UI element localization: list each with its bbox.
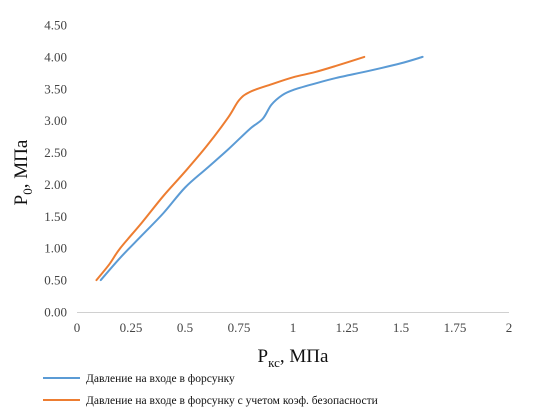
y-tick-labels: 0.00 0.50 1.00 1.50 2.00 2.50 3.00 3.50 4.00 4.50 xyxy=(44,18,67,320)
x-tick-label: 0.75 xyxy=(228,320,251,335)
y-tick-label: 4.00 xyxy=(44,49,67,64)
x-tick-label: 0.25 xyxy=(120,320,143,335)
y-tick-label: 1.00 xyxy=(44,241,67,256)
y-tick-label: 3.00 xyxy=(44,113,67,128)
series-line-1 xyxy=(99,55,424,282)
legend-label-series-2: Давление на входе в форсунку с учетом ко… xyxy=(86,395,378,407)
x-tick-label: 1.5 xyxy=(393,320,409,335)
x-axis-label: Pкс, МПа xyxy=(258,346,329,370)
x-tick-label: 0 xyxy=(74,320,81,335)
x-tick-label: 1 xyxy=(290,320,297,335)
x-tick-label: 1.25 xyxy=(336,320,359,335)
x-tick-labels: 0 0.25 0.5 0.75 1 1.25 1.5 1.75 2 xyxy=(74,320,513,335)
x-tick-label: 0.5 xyxy=(177,320,193,335)
y-tick-label: 4.50 xyxy=(44,18,67,33)
y-axis-label: P0, МПа xyxy=(11,139,35,205)
y-tick-label: 3.50 xyxy=(44,81,67,96)
y-tick-label: 1.50 xyxy=(44,209,67,224)
legend-label-series-1: Давление на входе в форсунку xyxy=(86,373,235,385)
x-tick-label: 1.75 xyxy=(444,320,467,335)
y-tick-label: 0.00 xyxy=(44,305,67,320)
series-line-2 xyxy=(95,55,366,282)
y-tick-label: 2.50 xyxy=(44,145,67,160)
x-tick-label: 2 xyxy=(506,320,513,335)
y-tick-label: 2.00 xyxy=(44,177,67,192)
legend: Давление на входе в форсунку Давление на… xyxy=(43,373,378,407)
y-tick-label: 0.50 xyxy=(44,273,67,288)
series-lines xyxy=(95,55,424,282)
